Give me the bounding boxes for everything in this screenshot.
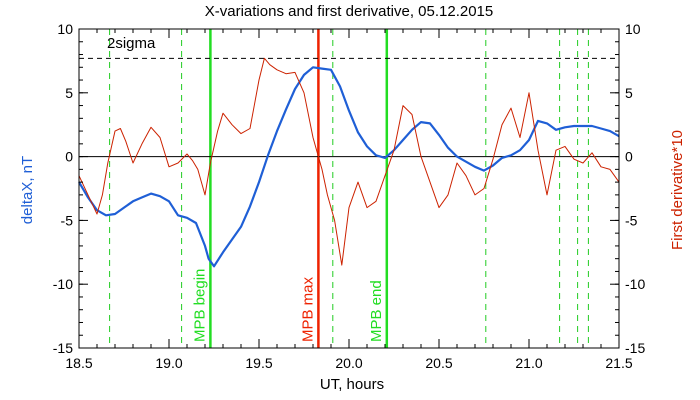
x-tick-label-4: 20.5	[425, 355, 452, 371]
y-right-tick-label-5: -15	[625, 340, 645, 356]
x-tick-label-1: 19.0	[155, 355, 182, 371]
marker-label-5: MPB end	[368, 280, 385, 342]
labels-layer: X-variations and first derivative, 05.12…	[19, 3, 686, 393]
plot-frame	[78, 28, 620, 349]
y-right-tick-label-1: 5	[625, 85, 633, 101]
vertical-markers-layer: MPB begin MPB max MPB end	[109, 29, 589, 348]
y-left-tick-label-3: -5	[61, 212, 74, 228]
chart-title: X-variations and first derivative, 05.12…	[205, 3, 494, 20]
threshold-layer	[79, 57, 619, 158]
y-right-tick-label-2: 0	[625, 149, 633, 165]
y-right-tick-label-3: -5	[625, 212, 638, 228]
sigma-label: 2sigma	[107, 35, 156, 52]
y-right-tick-label-0: 10	[625, 21, 641, 37]
axes-layer: 18.5 19.0 19.5 20.0 20.5 21.0 21.5 10 5 0 -5 -10 -15…	[53, 21, 646, 371]
y-left-tick-label-1: 5	[65, 85, 73, 101]
series-layer	[78, 57, 620, 268]
y-axis-label-left: deltaX, nT	[19, 156, 36, 224]
y-right-tick-label-4: -10	[625, 276, 645, 292]
x-tick-label-2: 19.5	[245, 355, 272, 371]
y-axis-label-right: First derivative*10	[669, 130, 686, 250]
series-line-derivative	[78, 57, 620, 266]
x-tick-label-3: 20.0	[335, 355, 362, 371]
x-tick-label-6: 21.5	[605, 355, 632, 371]
x-axis-label: UT, hours	[320, 376, 384, 393]
y-left-tick-label-0: 10	[57, 21, 73, 37]
series-line-deltax	[78, 66, 620, 268]
x-tick-label-5: 21.0	[515, 355, 542, 371]
marker-label-2: MPB begin	[191, 269, 208, 342]
marker-label-3: MPB max	[299, 276, 316, 342]
y-left-tick-label-5: -15	[53, 340, 73, 356]
x-tick-label-0: 18.5	[65, 355, 92, 371]
y-left-tick-label-4: -10	[53, 276, 73, 292]
y-left-tick-label-2: 0	[65, 149, 73, 165]
